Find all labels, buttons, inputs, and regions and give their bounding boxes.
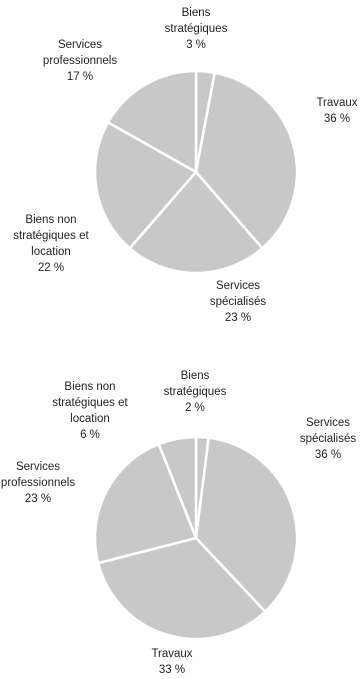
slice-percent-label: 23 %	[225, 312, 251, 324]
slice-label-biens-non-strategiques-et-location: Biens non stratégiques et location 6 %	[52, 381, 128, 441]
pie-slice-services-specialises	[194, 436, 299, 614]
slice-label-biens-strategiques: Biens stratégiques 2 %	[164, 370, 227, 414]
pie-slice-services-specialises	[127, 170, 265, 275]
slice-label-biens-non-strategiques-et-location: Biens non stratégiques et location 22 %	[13, 214, 89, 274]
slice-percent-label: 33 %	[159, 664, 185, 676]
pie-chart-2: Biens stratégiques 2 % Services spécialisés 3…	[1, 370, 356, 676]
pie-slice-services-professionnels	[93, 442, 198, 565]
pie-chart-1: Biens stratégiques 3 % Travaux 36 % Services s…	[13, 7, 358, 324]
slice-percent-label: 3 %	[186, 39, 206, 51]
slice-label-travaux: Travaux 33 %	[151, 648, 192, 676]
slice-label-travaux: Travaux 36 %	[316, 97, 357, 125]
slice-percent-label: 6 %	[80, 429, 100, 441]
pie-slice-services-professionnels	[106, 69, 198, 175]
pie-slice-travaux	[96, 536, 267, 641]
pie-slice-biens-non-strategiques-et-location	[93, 120, 198, 251]
slice-label-services-professionnels: Services professionnels 17 %	[43, 39, 117, 83]
slice-percent-label: 36 %	[315, 449, 341, 461]
slice-label-services-specialises: Services spécialisés 36 %	[300, 417, 356, 461]
slice-label-services-specialises: Services spécialisés 23 %	[210, 280, 266, 324]
slice-percent-label: 36 %	[324, 113, 350, 125]
slice-percent-label: 2 %	[185, 402, 205, 414]
slice-label-biens-strategiques: Biens stratégiques 3 %	[165, 7, 228, 51]
pie-slice-biens-non-strategiques-et-location	[157, 435, 198, 539]
slice-percent-label: 22 %	[38, 262, 64, 274]
pie-slice-travaux	[194, 71, 299, 251]
slice-percent-label: 23 %	[25, 493, 51, 505]
slice-percent-label: 17 %	[67, 71, 93, 83]
slice-label-services-professionnels: Services professionnels 23 %	[1, 461, 75, 505]
